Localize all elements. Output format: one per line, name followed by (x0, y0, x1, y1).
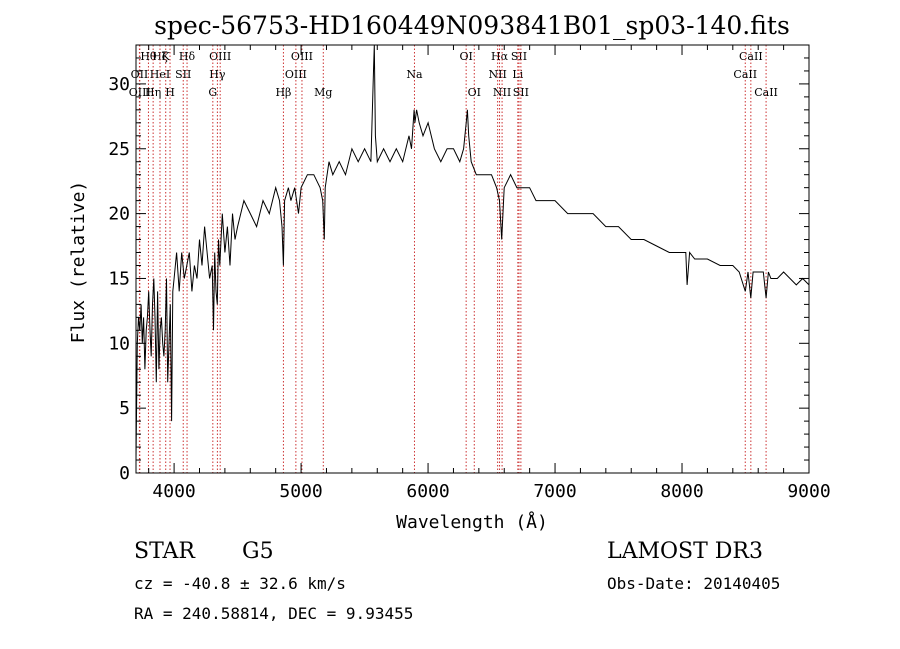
x-tick-label: 6000 (406, 481, 449, 502)
line-marker-label: OIII (291, 50, 313, 63)
spectral-line-markers: HθOIIOIIIHζKHeIHηHHδSIIOIIIHγGOIIIOIIIHβ… (129, 45, 778, 473)
line-marker-label: SII (511, 50, 527, 63)
x-tick-label: 9000 (787, 481, 830, 502)
flux-series-line (135, 44, 810, 461)
axes: 4000 5000 6000 7000 8000 9000 0 5 10 15 20 25 30 (108, 44, 831, 502)
line-marker-label: Hγ (209, 68, 226, 81)
line-marker-label: CaII (733, 68, 757, 81)
line-marker-label: OIII (129, 86, 151, 99)
x-tick-label: 7000 (533, 481, 576, 502)
y-tick-label: 25 (108, 139, 130, 160)
x-axis-label: Wavelength (Å) (396, 511, 548, 533)
y-tick-label: 20 (108, 204, 130, 225)
y-tick-label: 0 (119, 463, 130, 484)
line-marker-label: CaII (739, 50, 763, 63)
line-marker-label: HeI (150, 68, 170, 81)
line-marker-label: Hδ (179, 50, 196, 63)
line-marker-label: SII (175, 68, 191, 81)
y-tick-label: 15 (108, 268, 130, 289)
line-marker-label: G (208, 86, 217, 99)
line-marker-label: NII (493, 86, 511, 99)
line-marker-label: CaII (754, 86, 778, 99)
line-marker-label: Na (406, 68, 423, 81)
x-tick-label: 8000 (660, 481, 703, 502)
y-tick-label: 5 (119, 398, 130, 419)
y-axis-label: Flux (relative) (68, 181, 89, 344)
survey-name: LAMOST DR3 (607, 539, 763, 564)
line-marker-label: NII (488, 68, 506, 81)
line-marker-label: K (162, 50, 171, 63)
x-tick-label: 5000 (279, 481, 322, 502)
line-marker-label: SII (513, 86, 529, 99)
line-marker-label: OIII (285, 68, 307, 81)
line-marker-label: Hη (145, 86, 161, 99)
x-tick-label: 4000 (152, 481, 195, 502)
line-marker-label: Li (512, 68, 523, 81)
line-marker-label: OI (459, 50, 472, 63)
line-marker-label: H (165, 86, 175, 99)
object-class: STAR (134, 539, 195, 564)
line-marker-label: Hα (491, 50, 509, 63)
subclass: G5 (242, 539, 274, 564)
line-marker-label: OI (468, 86, 481, 99)
chart-title: spec-56753-HD160449N093841B01_sp03-140.f… (154, 11, 790, 40)
line-marker-label: OIII (209, 50, 231, 63)
series-layer (135, 44, 810, 461)
line-marker-label: Hβ (275, 86, 291, 99)
redshift-readout: cz = -40.8 ± 32.6 km/s (134, 574, 346, 593)
obs-date: Obs-Date: 20140405 (607, 574, 781, 593)
y-tick-label: 30 (108, 74, 130, 95)
plot-frame (135, 44, 810, 474)
coordinates: RA = 240.58814, DEC = 9.93455 (134, 604, 414, 623)
line-marker-label: Mg (314, 86, 332, 99)
y-tick-label: 10 (108, 333, 130, 354)
